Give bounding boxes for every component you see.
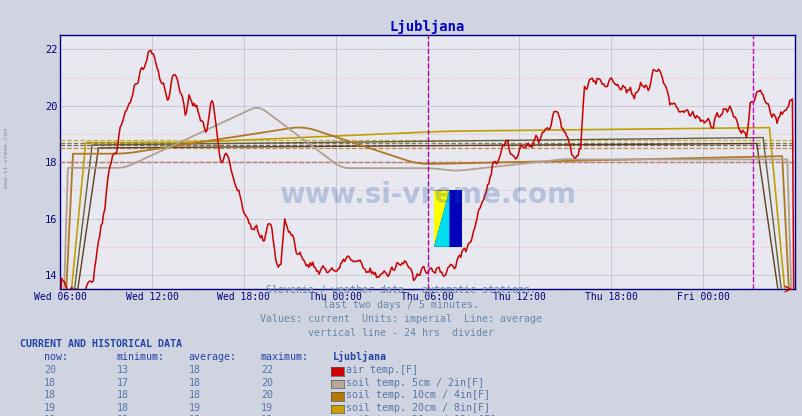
Text: 18: 18	[116, 390, 128, 400]
Text: 18: 18	[44, 378, 56, 388]
Text: www.si-vreme.com: www.si-vreme.com	[4, 128, 9, 188]
Text: 20: 20	[261, 390, 273, 400]
Text: 22: 22	[261, 365, 273, 375]
Text: soil temp. 10cm / 4in[F]: soil temp. 10cm / 4in[F]	[346, 390, 489, 400]
Text: average:: average:	[188, 352, 237, 362]
Text: 19: 19	[44, 403, 56, 413]
Text: 20: 20	[44, 365, 56, 375]
Text: last two days / 5 minutes.: last two days / 5 minutes.	[323, 300, 479, 310]
Text: 19: 19	[188, 403, 200, 413]
Text: air temp.[F]: air temp.[F]	[346, 365, 418, 375]
Text: 19: 19	[44, 415, 56, 416]
Text: vertical line - 24 hrs  divider: vertical line - 24 hrs divider	[308, 328, 494, 338]
Text: Ljubljana: Ljubljana	[333, 351, 387, 362]
Text: 20: 20	[261, 378, 273, 388]
Text: 13: 13	[116, 365, 128, 375]
Text: 19: 19	[188, 415, 200, 416]
Title: Ljubljana: Ljubljana	[390, 20, 464, 34]
Text: Slovenia / weather data - automatic stations.: Slovenia / weather data - automatic stat…	[266, 285, 536, 295]
Text: 18: 18	[188, 378, 200, 388]
Text: CURRENT AND HISTORICAL DATA: CURRENT AND HISTORICAL DATA	[20, 339, 182, 349]
Text: 19: 19	[261, 403, 273, 413]
Text: 18: 18	[116, 403, 128, 413]
Text: minimum:: minimum:	[116, 352, 164, 362]
Text: soil temp. 30cm / 12in[F]: soil temp. 30cm / 12in[F]	[346, 415, 496, 416]
Text: 18: 18	[44, 390, 56, 400]
Text: 19: 19	[261, 415, 273, 416]
Text: 17: 17	[116, 378, 128, 388]
Text: soil temp. 20cm / 8in[F]: soil temp. 20cm / 8in[F]	[346, 403, 489, 413]
Text: 18: 18	[188, 390, 200, 400]
Text: 18: 18	[188, 365, 200, 375]
Text: now:: now:	[44, 352, 68, 362]
Text: soil temp. 5cm / 2in[F]: soil temp. 5cm / 2in[F]	[346, 378, 484, 388]
FancyBboxPatch shape	[433, 191, 461, 247]
Polygon shape	[433, 191, 449, 247]
Text: www.si-vreme.com: www.si-vreme.com	[279, 181, 575, 209]
Text: 19: 19	[116, 415, 128, 416]
Polygon shape	[433, 191, 449, 247]
Text: maximum:: maximum:	[261, 352, 309, 362]
Text: Values: current  Units: imperial  Line: average: Values: current Units: imperial Line: av…	[260, 314, 542, 324]
